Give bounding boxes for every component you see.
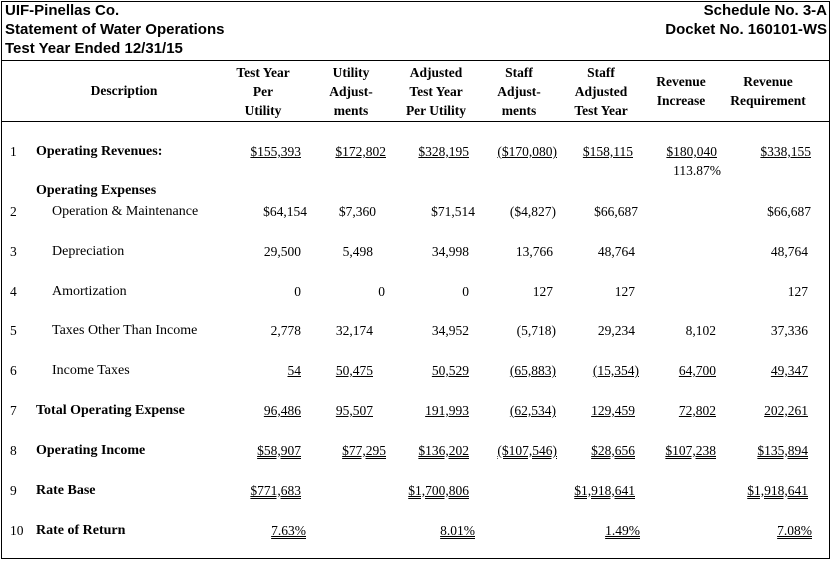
value-cell: 34,952 bbox=[431, 323, 469, 338]
docket-number: Docket No. 160101-WS bbox=[665, 21, 827, 38]
value-cell: 37,336 bbox=[770, 323, 808, 338]
value-cell: $1,918,641 bbox=[747, 483, 808, 498]
value-cell: 95,507 bbox=[335, 403, 373, 418]
row-number: 9 bbox=[10, 483, 17, 498]
value-cell: $66,687 bbox=[594, 204, 638, 219]
value-cell: $135,894 bbox=[757, 443, 808, 458]
value-cell: 191,993 bbox=[425, 403, 469, 418]
col-header-revenue-increase: Revenue Increase bbox=[656, 74, 706, 108]
row-number: 6 bbox=[10, 363, 17, 378]
value-cell: ($4,827) bbox=[509, 204, 556, 219]
value-cell: $58,907 bbox=[257, 443, 301, 458]
value-cell: 49,347 bbox=[770, 363, 808, 378]
value-cell: 50,529 bbox=[431, 363, 469, 378]
value-cell: 50,475 bbox=[335, 363, 373, 378]
statement-title: Statement of Water Operations bbox=[5, 21, 225, 38]
row-label-rate-of-return: Rate of Return bbox=[36, 523, 126, 538]
value-cell: 96,486 bbox=[263, 403, 301, 418]
row-number: 4 bbox=[10, 284, 17, 299]
row-label-total-operating-expense: Total Operating Expense bbox=[36, 403, 185, 418]
value-cell: $328,195 bbox=[418, 144, 469, 159]
value-cell: 2,778 bbox=[270, 323, 301, 338]
value-cell: 0 bbox=[378, 284, 385, 299]
col-header-description: Description bbox=[90, 83, 158, 98]
value-cell: $172,802 bbox=[335, 144, 386, 159]
row-label-operating-revenues: Operating Revenues: bbox=[36, 144, 163, 159]
value-cell: (65,883) bbox=[509, 363, 556, 378]
value-cell: 202,261 bbox=[764, 403, 808, 418]
row-number: 2 bbox=[10, 204, 17, 219]
value-cell: 13,766 bbox=[515, 244, 553, 259]
value-cell: $66,687 bbox=[767, 204, 811, 219]
row-number: 8 bbox=[10, 443, 17, 458]
section-heading-operating-expenses: Operating Expenses bbox=[36, 183, 157, 198]
row-label-depreciation: Depreciation bbox=[52, 244, 125, 259]
value-cell: (15,354) bbox=[592, 363, 639, 378]
value-cell: 127 bbox=[787, 284, 808, 299]
row-number: 7 bbox=[10, 403, 17, 418]
value-cell: (5,718) bbox=[516, 323, 556, 338]
row-label-operating-income: Operating Income bbox=[36, 443, 146, 458]
row-number: 1 bbox=[10, 144, 17, 159]
value-cell: 48,764 bbox=[597, 244, 635, 259]
value-cell: 8,102 bbox=[685, 323, 716, 338]
col-header-utility-adjustments: Utility Adjust-ments bbox=[329, 65, 373, 118]
value-cell: 1.49% bbox=[605, 523, 640, 538]
col-header-staff-adjusted: Staff Adjusted Test Year bbox=[574, 65, 628, 118]
revenue-increase-percent: 113.87% bbox=[673, 163, 721, 178]
value-cell: $180,040 bbox=[666, 144, 717, 159]
value-cell: (62,534) bbox=[509, 403, 556, 418]
row-label-amortization: Amortization bbox=[52, 284, 127, 299]
value-cell: 7.08% bbox=[777, 523, 812, 538]
value-cell: $77,295 bbox=[342, 443, 386, 458]
col-header-adjusted-per-utility: Adjusted Test Year Per Utility bbox=[405, 65, 467, 118]
value-cell: 7.63% bbox=[271, 523, 306, 538]
row-label-rate-base: Rate Base bbox=[36, 483, 96, 498]
value-cell: 54 bbox=[287, 363, 302, 378]
value-cell: $158,115 bbox=[582, 144, 633, 159]
col-header-staff-adjustments: Staff Adjust-ments bbox=[497, 65, 541, 118]
value-cell: $28,656 bbox=[591, 443, 635, 458]
value-cell: 5,498 bbox=[342, 244, 373, 259]
col-header-test-year-per-utility: Test Year Per Utility bbox=[236, 65, 290, 118]
value-cell: $136,202 bbox=[418, 443, 469, 458]
value-cell: $107,238 bbox=[665, 443, 716, 458]
value-cell: $64,154 bbox=[263, 204, 307, 219]
value-cell: $1,700,806 bbox=[408, 483, 469, 498]
row-number: 3 bbox=[10, 244, 17, 259]
value-cell: 32,174 bbox=[335, 323, 373, 338]
value-cell: $71,514 bbox=[431, 204, 475, 219]
value-cell: $7,360 bbox=[338, 204, 376, 219]
value-cell: 0 bbox=[462, 284, 469, 299]
company-name: UIF-Pinellas Co. bbox=[5, 2, 120, 19]
row-number: 5 bbox=[10, 323, 17, 338]
header-divider bbox=[1, 60, 830, 61]
value-cell: 64,700 bbox=[678, 363, 716, 378]
value-cell: 29,234 bbox=[597, 323, 635, 338]
value-cell: $771,683 bbox=[250, 483, 301, 498]
value-cell: 8.01% bbox=[440, 523, 475, 538]
value-cell: ($170,080) bbox=[497, 144, 557, 159]
value-cell: ($107,546) bbox=[497, 443, 557, 458]
value-cell: 127 bbox=[614, 284, 635, 299]
row-label-taxes-other-than-income: Taxes Other Than Income bbox=[52, 323, 198, 338]
value-cell: 34,998 bbox=[431, 244, 469, 259]
row-number: 10 bbox=[10, 523, 24, 538]
value-cell: 127 bbox=[532, 284, 553, 299]
schedule-number: Schedule No. 3-A bbox=[703, 2, 827, 19]
value-cell: $155,393 bbox=[250, 144, 301, 159]
value-cell: $338,155 bbox=[760, 144, 811, 159]
value-cell: 72,802 bbox=[678, 403, 716, 418]
value-cell: 29,500 bbox=[263, 244, 301, 259]
value-cell: 0 bbox=[294, 284, 301, 299]
col-header-revenue-requirement: Revenue Requirement bbox=[730, 74, 806, 108]
row-label-operation-maintenance: Operation & Maintenance bbox=[52, 204, 199, 219]
value-cell: $1,918,641 bbox=[574, 483, 635, 498]
value-cell: 48,764 bbox=[770, 244, 808, 259]
value-cell: 129,459 bbox=[591, 403, 635, 418]
column-header-divider bbox=[1, 121, 830, 122]
row-label-income-taxes: Income Taxes bbox=[52, 363, 130, 378]
test-year-period: Test Year Ended 12/31/15 bbox=[5, 40, 183, 57]
